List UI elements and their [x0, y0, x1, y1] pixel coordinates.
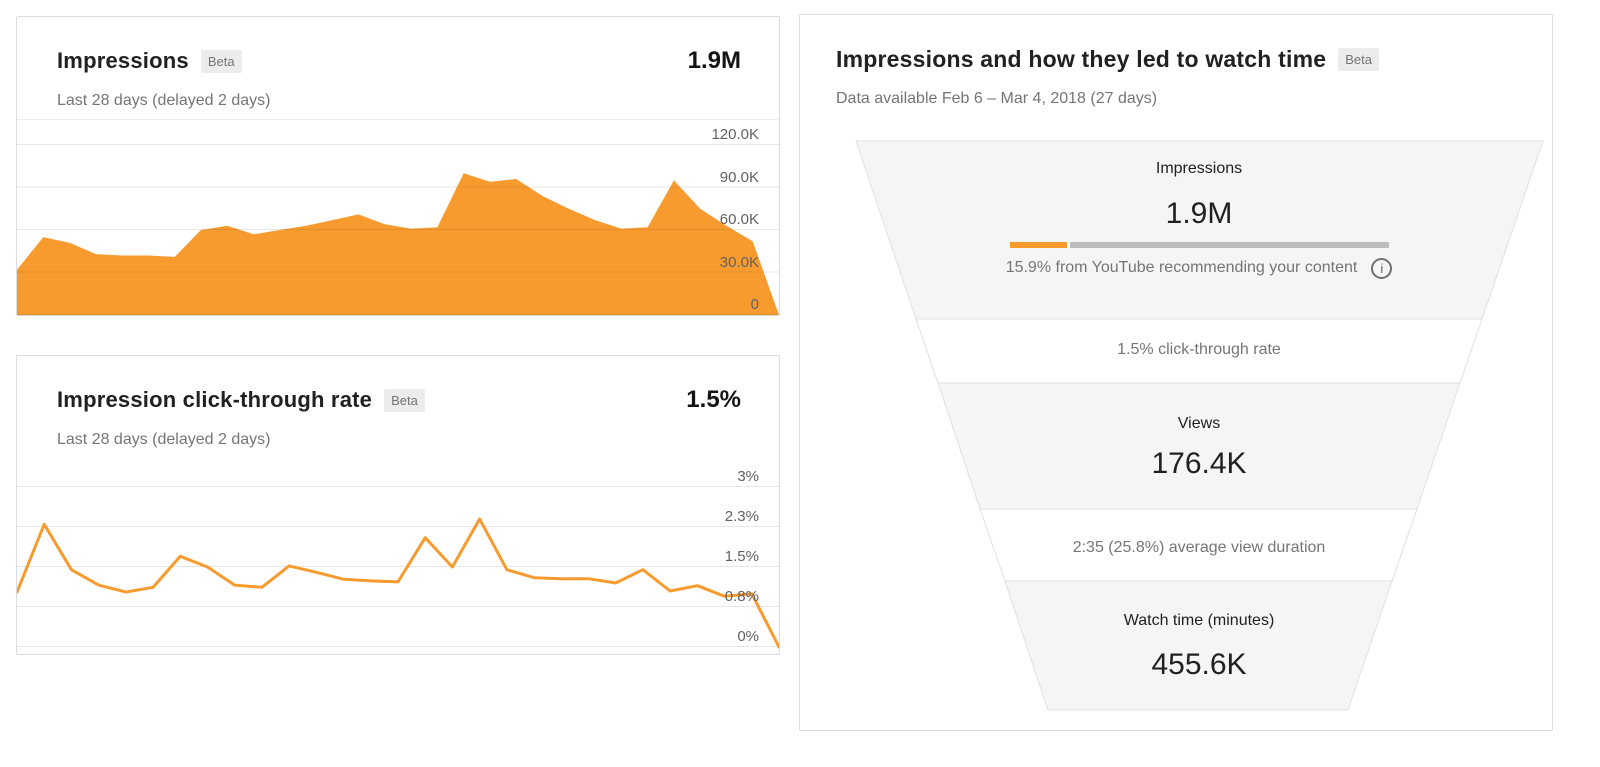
- beta-badge: Beta: [200, 49, 242, 73]
- impressions-card: Impressions Beta 1.9M Last 28 days (dela…: [16, 16, 780, 316]
- impressions-total-value: 1.9M: [687, 47, 741, 74]
- ctr-date-range: Last 28 days (delayed 2 days): [57, 431, 271, 448]
- funnel-stage-views-shape: [937, 382, 1461, 510]
- funnel-connector-ctr-shape: [915, 318, 1483, 384]
- ctr-total-value: 1.5%: [686, 386, 741, 413]
- funnel-graphic: [855, 140, 1544, 711]
- funnel-date-range: Data available Feb 6 – Mar 4, 2018 (27 d…: [836, 90, 1158, 107]
- funnel-source-note-row: 15.9% from YouTube recommending your con…: [846, 257, 1552, 279]
- funnel-card-title: Impressions and how they led to watch ti…: [836, 46, 1327, 72]
- beta-badge: Beta: [1338, 47, 1379, 71]
- impressions-date-range: Last 28 days (delayed 2 days): [57, 92, 271, 109]
- beta-badge: Beta: [384, 388, 425, 412]
- funnel-stage-impressions-shape: [855, 140, 1544, 320]
- ctr-card: Impression click-through rate Beta 1.5% …: [16, 355, 780, 655]
- impressions-area-chart[interactable]: [17, 119, 779, 315]
- impressions-card-title: Impressions: [57, 48, 189, 73]
- ctr-chart-canvas: [17, 486, 779, 649]
- funnel-card-header: Impressions and how they led to watch ti…: [836, 45, 1379, 73]
- funnel-card: Impressions and how they led to watch ti…: [799, 14, 1553, 731]
- ctr-line-chart[interactable]: [17, 462, 779, 654]
- ctr-card-title: Impression click-through rate: [57, 387, 373, 412]
- ctr-card-header: Impression click-through rate Beta: [57, 386, 425, 414]
- funnel-connector-avd-shape: [979, 508, 1418, 582]
- funnel-source-note: 15.9% from YouTube recommending your con…: [1005, 259, 1358, 276]
- line-series: [17, 517, 779, 649]
- funnel-stage-watchtime-shape: [1004, 580, 1393, 711]
- impressions-card-header: Impressions Beta: [57, 47, 242, 75]
- info-icon[interactable]: i: [1371, 257, 1393, 279]
- area-series: [17, 173, 779, 315]
- impressions-chart-canvas: [17, 119, 779, 315]
